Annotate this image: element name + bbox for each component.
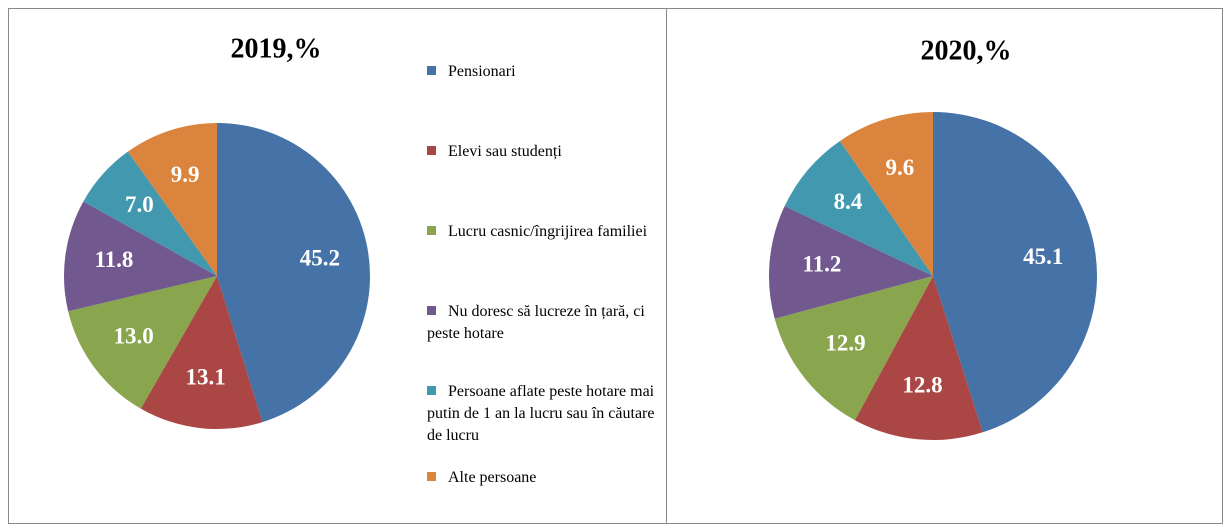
data-label: 9.9: [171, 162, 200, 187]
pie-slice: [83, 151, 218, 276]
pie-slice: [140, 276, 263, 430]
legend-label: Nu doresc să lucreze în țară, ci peste h…: [427, 303, 645, 342]
legend-item: Alte persoane: [427, 467, 667, 489]
pie-slice: [64, 201, 217, 312]
legend-item: Lucru casnic/îngrijirea familiei: [427, 221, 667, 243]
legend-label: Persoane aflate peste hotare mai putin d…: [427, 383, 655, 444]
legend-item: Pensionari: [427, 61, 667, 83]
chart-title: 2019,%: [231, 33, 322, 64]
pie-slice: [68, 276, 217, 409]
data-label: 12.9: [825, 330, 865, 355]
legend-item: Elevi sau studenți: [427, 141, 667, 163]
chart-title: 2020,%: [921, 35, 1012, 66]
data-label: 45.2: [300, 246, 340, 271]
legend-item: Nu doresc să lucreze în țară, ci peste h…: [427, 301, 667, 345]
legend-item: Persoane aflate peste hotare mai putin d…: [427, 381, 667, 447]
legend-swatch: [427, 471, 436, 481]
pie-slice: [127, 123, 217, 276]
legend-swatch: [427, 225, 436, 235]
chart: 2019,% 45.2 13.1 13.0 11.8 7.0 9.9: [64, 33, 370, 430]
legend-swatch: [427, 145, 436, 155]
data-label: 13.1: [185, 365, 225, 390]
data-label: 11.2: [802, 251, 841, 276]
legend-swatch: [427, 65, 436, 75]
legend-label: Elevi sau studenți: [448, 143, 562, 160]
legend-swatch: [427, 385, 436, 395]
pie-slice: [217, 123, 370, 423]
chart-panel: 2019,% 45.2 13.1 13.0 11.8 7.0 9.9 Pensionari…: [8, 8, 667, 524]
data-label: 12.8: [902, 372, 942, 397]
legend-label: Lucru casnic/îngrijirea familiei: [448, 223, 648, 240]
data-label: 45.1: [1023, 244, 1063, 269]
data-label: 9.6: [885, 155, 914, 180]
pie-slice: [854, 276, 983, 440]
chart: 2020,% 45.1 12.8 12.9 11.2 8.4 9.6: [769, 35, 1097, 440]
legend-swatch: [427, 305, 436, 315]
legend-label: Pensionari: [448, 63, 516, 80]
data-label: 13.0: [113, 323, 153, 348]
chart-panel: 2020,% 45.1 12.8 12.9 11.2 8.4 9.6: [666, 8, 1223, 524]
data-label: 11.8: [94, 247, 133, 272]
data-label: 7.0: [125, 192, 154, 217]
pie-slice: [774, 276, 933, 421]
pie-slice: [784, 140, 933, 276]
data-label: 8.4: [834, 189, 863, 214]
pie-slice: [839, 112, 933, 276]
legend-label: Alte persoane: [448, 469, 537, 486]
pie-slice: [769, 206, 933, 319]
pie-slice: [933, 112, 1097, 433]
